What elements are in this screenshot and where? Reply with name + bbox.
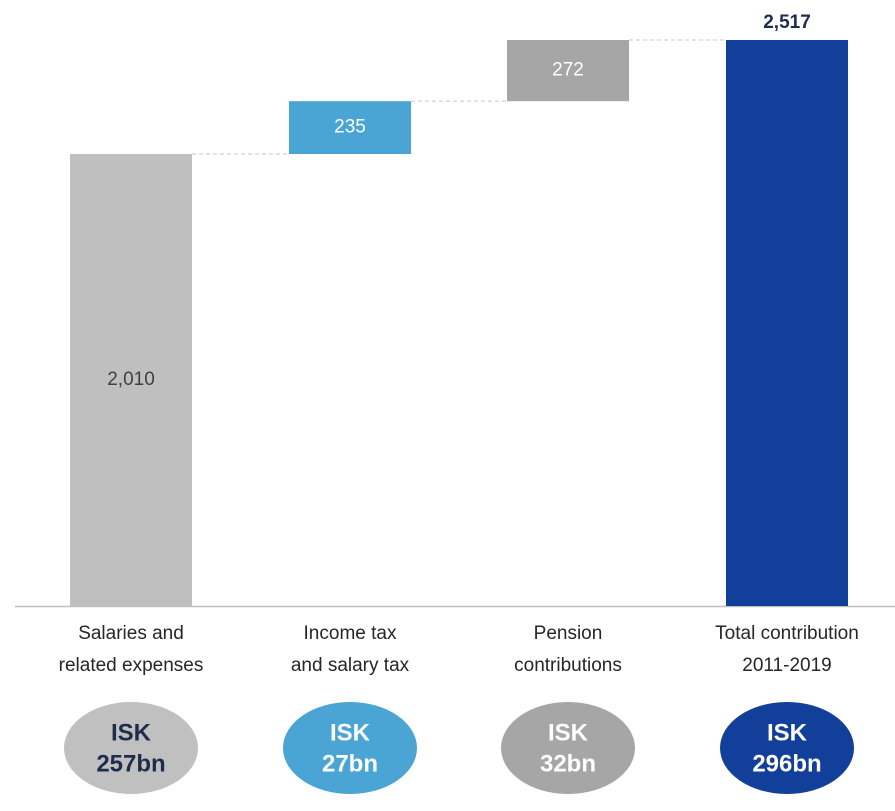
x-tick-label: contributions [514, 655, 622, 676]
x-tick-label: Income tax [304, 623, 397, 644]
value-label: 235 [334, 117, 366, 138]
bar [289, 101, 411, 155]
badge-text: ISK [330, 719, 371, 746]
badge-text: ISK [767, 719, 808, 746]
badge-text: ISK [111, 719, 152, 746]
badge [501, 702, 635, 794]
x-tick-label: Pension [534, 623, 603, 644]
x-tick-label: 2011-2019 [742, 655, 831, 676]
badge-text: 257bn [96, 750, 165, 777]
badge-text: 32bn [540, 750, 596, 777]
x-tick-label: and salary tax [291, 655, 410, 676]
badge-text: 296bn [752, 750, 821, 777]
value-label: 272 [552, 60, 584, 81]
value-label: 2,010 [107, 369, 155, 390]
badge [283, 702, 417, 794]
bar [70, 154, 192, 607]
x-tick-label: Total contribution [715, 623, 859, 644]
bar [726, 40, 848, 606]
badge-text: 27bn [322, 750, 378, 777]
x-tick-label: related expenses [59, 655, 204, 676]
bar [507, 40, 629, 102]
value-label: 2,517 [763, 12, 811, 33]
badge [720, 702, 854, 794]
badge [64, 702, 198, 794]
x-tick-label: Salaries and [78, 623, 184, 644]
badge-text: ISK [548, 719, 589, 746]
